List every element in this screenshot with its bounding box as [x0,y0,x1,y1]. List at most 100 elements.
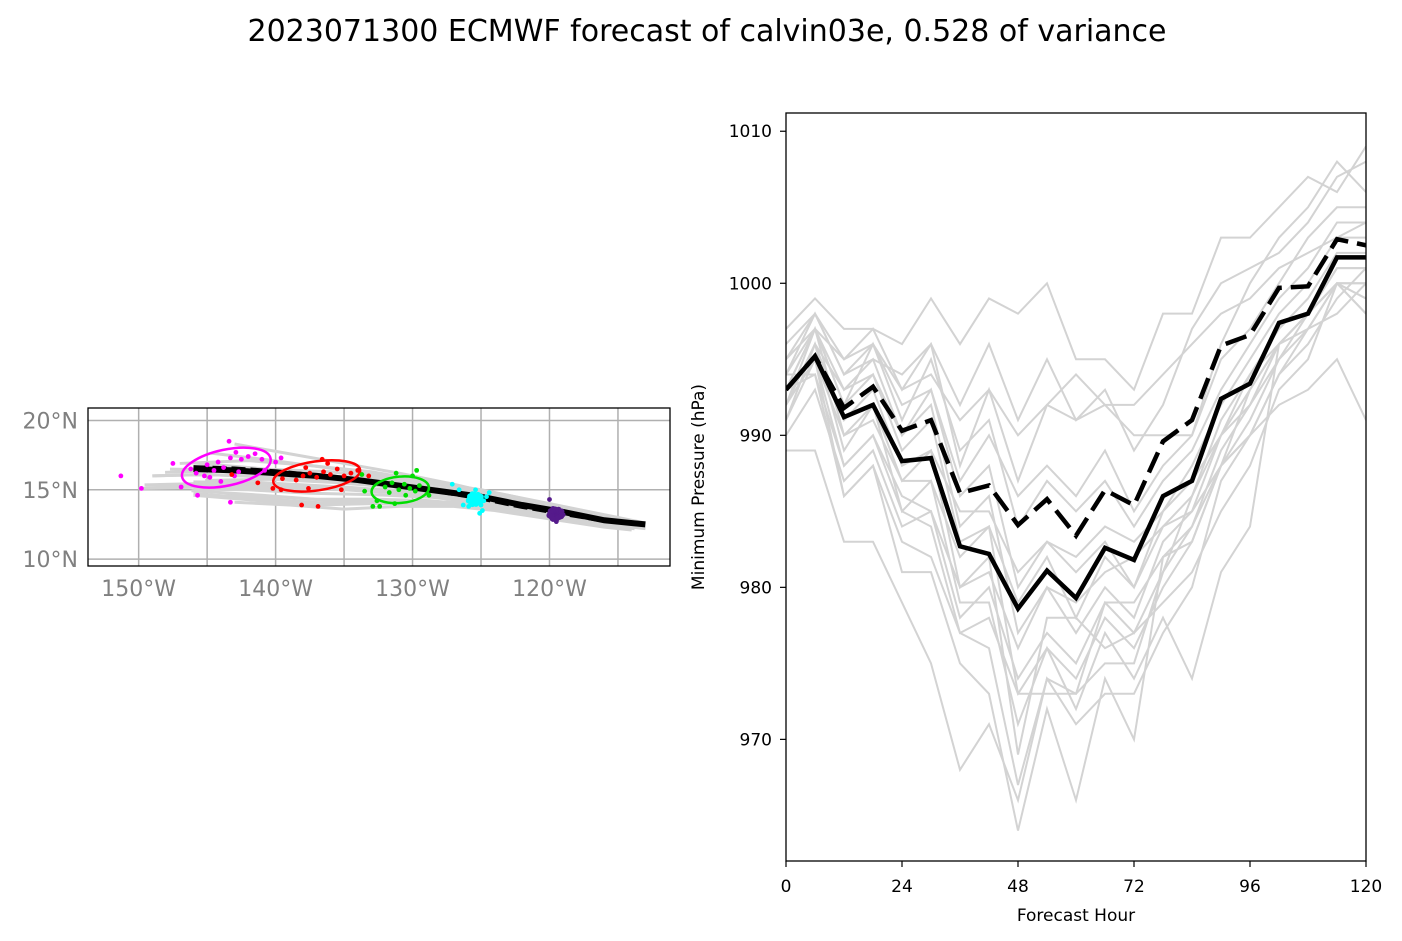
cluster-point [226,438,232,444]
cluster-point [456,487,462,493]
cluster-point [338,487,344,493]
cluster-point [195,492,200,498]
x-axis-ticks: 0 24 48 72 96 120 [781,861,1382,897]
ensemble-member-line [786,267,1366,728]
cluster-point [547,497,552,502]
cluster-point [401,481,407,487]
cluster-point [484,494,489,500]
map-frame [87,407,671,567]
cluster-point [300,473,306,479]
cluster-point [211,467,217,473]
x-tick-label: 48 [1007,877,1029,897]
cluster-point [228,499,233,505]
cluster-point [366,473,372,479]
map-x-tick-label: 120°W [512,577,587,602]
cluster-ellipse [271,459,362,493]
cluster-point [178,484,184,490]
track-map: 150°W 140°W 130°W 120°W 10°N 15°N 20°N [23,407,671,602]
cluster-point [303,465,309,470]
cluster-point [416,483,422,489]
cluster-point [558,508,565,515]
cluster-point [314,474,320,480]
cluster-point [477,493,484,500]
cluster-point [469,501,476,508]
cluster-point [188,466,194,472]
x-tick-label: 96 [1239,877,1261,897]
cluster-point [386,490,392,495]
cluster-point [341,473,347,479]
ensemble-member-line [786,145,1366,392]
map-y-tick-label: 20°N [23,409,78,434]
y-tick-label: 970 [740,730,772,750]
y-axis-label: Minimum Pressure (hPa) [689,384,709,590]
cluster-point [307,470,313,476]
ensemble-member-line [786,206,1366,514]
cluster-point [550,506,557,513]
cluster-point [315,504,321,509]
map-y-tick-label: 15°N [23,479,78,504]
cluster-point [327,472,333,477]
cluster-point [393,470,399,476]
cluster-point [306,485,311,491]
cluster-point [221,465,226,470]
cluster-point [558,513,565,520]
cluster-point [236,469,242,475]
ensemble-member-line [786,282,1366,755]
cluster-point [469,491,476,498]
x-tick-label: 72 [1123,877,1145,897]
y-tick-label: 980 [740,578,772,598]
map-x-tick-label: 150°W [101,577,176,602]
cluster-point [321,469,326,475]
cluster-point [414,467,420,473]
cluster-point [412,488,418,494]
cluster-point [202,473,207,479]
cluster-point [550,515,557,522]
cluster-point [362,488,368,494]
y-axis-ticks: 970 980 990 1000 1010 [729,122,786,750]
cluster-point [370,504,376,509]
cluster-point [299,502,305,508]
cluster-day2 [449,481,492,516]
cluster-point [245,454,251,459]
cluster-point [218,479,224,484]
pressure-frame [785,112,1367,862]
cluster-point [270,485,276,491]
ensemble-member-line [786,281,1366,831]
cluster-point [486,490,492,495]
position-clusters [118,438,566,525]
cluster-point [229,472,235,477]
cluster-point [403,492,409,498]
cluster-point [280,476,285,482]
x-tick-label: 0 [781,877,792,897]
cluster-point [273,459,279,465]
cluster-point [204,462,210,468]
ensemble-members [786,145,1366,831]
cluster-point [348,470,354,476]
cluster-point [325,461,331,466]
map-tick-labels: 150°W 140°W 130°W 120°W 10°N 15°N 20°N [23,409,588,602]
pressure-chart: 0 24 48 72 96 120 970 980 990 1000 1010 Forecast … [689,112,1382,926]
ensemble-member-line [786,221,1366,529]
cluster-day3 [359,467,432,509]
x-tick-label: 120 [1350,877,1382,897]
ensemble-member-line [786,282,1366,590]
map-x-tick-label: 140°W [238,577,313,602]
cluster-point [377,504,383,509]
ensemble-member-line [786,221,1366,437]
y-tick-label: 1010 [729,122,772,142]
cluster-point [382,484,388,490]
cluster-point [215,459,221,465]
cluster-point [396,487,402,493]
x-tick-label: 24 [891,877,913,897]
cluster-point [359,472,365,477]
y-tick-label: 1000 [729,274,772,294]
cluster-point [293,477,299,483]
map-y-tick-label: 10°N [23,548,78,573]
y-tick-label: 990 [740,426,772,446]
cluster-point [238,456,244,462]
cluster-point [139,485,144,491]
cluster-point [477,498,484,505]
cluster-point [426,492,432,498]
cluster-point [460,502,466,508]
cluster-point [207,474,213,480]
